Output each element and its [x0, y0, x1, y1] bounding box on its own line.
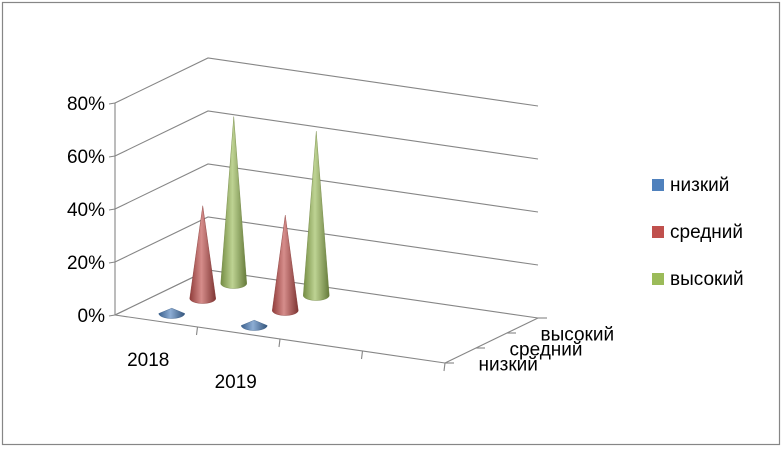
cone-высокий-2019 [303, 131, 330, 301]
cone-низкий-2019 [241, 319, 268, 331]
x-tick-label: 2019 [215, 372, 257, 393]
x-tick-mark [278, 338, 281, 348]
cone-shape [220, 116, 247, 289]
x-axis-ticks: 2018 2019 [127, 326, 446, 393]
gridline [114, 216, 539, 266]
y-tick-label: 80% [67, 94, 105, 115]
cone-shape [303, 131, 330, 301]
x-tick-mark [195, 326, 199, 336]
x-tick-label: 2018 [127, 350, 169, 371]
legend: низкий средний высокий [652, 175, 744, 290]
depth-tick-label: низкий [479, 355, 538, 376]
cone-shape [189, 205, 216, 304]
y-tick-mark [108, 208, 116, 211]
cone-средний-2019 [272, 215, 299, 316]
cone-низкий-2018 [158, 307, 185, 319]
y-tick-mark [108, 314, 116, 317]
cone-shape [241, 319, 268, 331]
y-tick-label: 40% [67, 200, 105, 221]
y-tick-label: 0% [78, 306, 106, 327]
cone-shape [158, 307, 185, 319]
gridline [114, 110, 539, 160]
legend-swatch [652, 273, 664, 285]
x-tick-mark [443, 362, 446, 372]
legend-label: средний [670, 222, 743, 243]
gridline [114, 57, 539, 107]
cone-shape [272, 215, 299, 316]
y-axis-ticks: 0% 20% 40% 60% 80% [67, 94, 116, 327]
y-tick-mark [108, 155, 116, 158]
gridline [114, 163, 539, 213]
legend-swatch [652, 179, 664, 191]
y-tick-label: 60% [67, 147, 105, 168]
y-tick-label: 20% [67, 253, 105, 274]
legend-label: низкий [670, 175, 729, 196]
x-tick-mark [360, 350, 364, 360]
y-tick-mark [108, 102, 116, 105]
chart-marks [158, 116, 330, 331]
depth-tick-label: высокий [541, 325, 615, 346]
depth-axis-line [444, 317, 539, 364]
y-tick-mark [108, 261, 116, 264]
depth-tick-label: средний [510, 340, 583, 361]
cone-высокий-2018 [220, 116, 247, 289]
legend-label: высокий [670, 269, 744, 290]
cone-средний-2018 [189, 205, 216, 304]
legend-swatch [652, 226, 664, 238]
